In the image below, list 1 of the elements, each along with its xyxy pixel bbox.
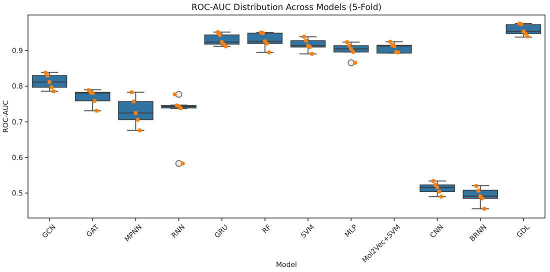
chart-title: ROC-AUC Distribution Across Models (5-Fold): [191, 3, 382, 13]
